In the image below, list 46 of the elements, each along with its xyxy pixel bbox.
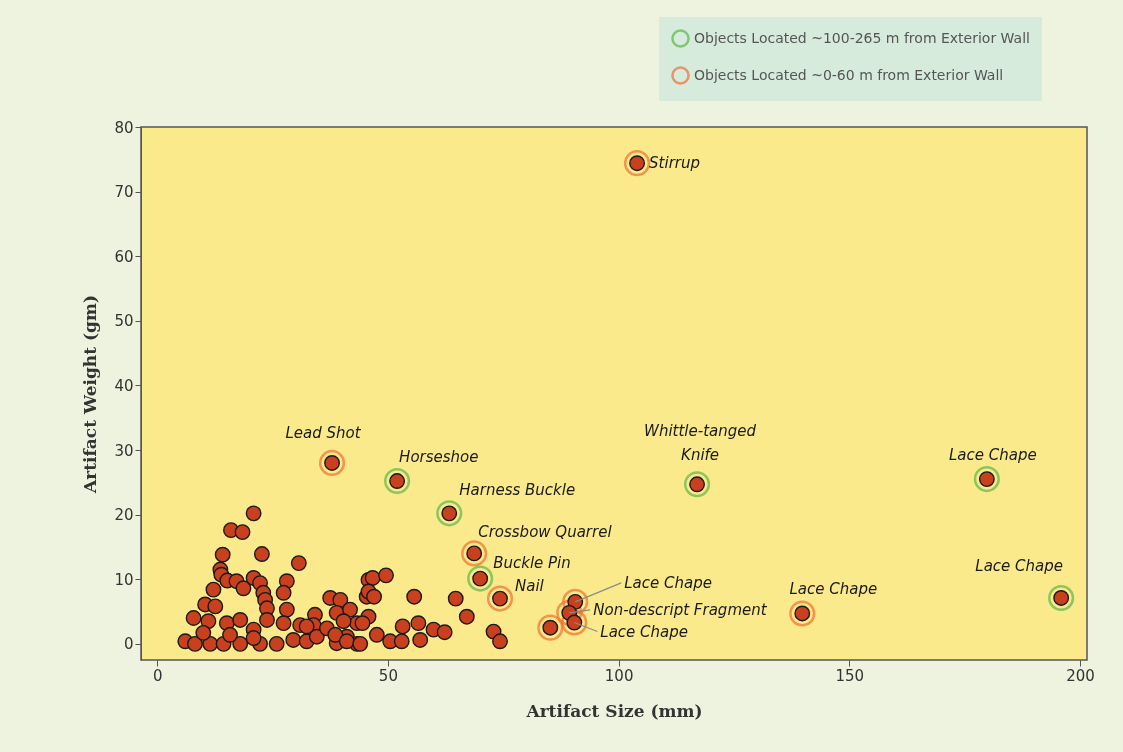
annotation: Lace Chape (789, 580, 878, 599)
annotation: Buckle Pin (493, 553, 571, 572)
legend-label: Objects Located ~0-60 m from Exterior Wall (694, 66, 1004, 83)
y-tick-label: 50 (114, 312, 134, 331)
y-tick-label: 0 (123, 635, 134, 654)
y-tick-label: 30 (114, 441, 134, 460)
point (683, 471, 711, 498)
point (789, 600, 816, 627)
y-tick-label: 70 (114, 183, 134, 202)
point (461, 540, 488, 567)
y-axis-title: Artifact Weight (gm) (80, 295, 101, 494)
point (467, 565, 494, 592)
point (486, 585, 514, 612)
annotation: Lace Chape (975, 556, 1064, 575)
annotation: Nail (515, 576, 545, 595)
x-axis-title: Artifact Size (mm) (525, 700, 703, 721)
annotation: Lead Shot (285, 423, 362, 442)
point (623, 150, 651, 177)
annotation: Lace Chape (624, 573, 712, 592)
annotation: Stirrup (649, 154, 701, 173)
x-tick-label: 200 (1066, 666, 1095, 685)
x-tick-label: 50 (378, 666, 398, 685)
y-tick-label: 40 (114, 376, 134, 395)
annotation: Horseshoe (399, 448, 479, 467)
annotation: Crossbow Quarrel (478, 523, 613, 542)
point (436, 500, 463, 527)
legend-label: Objects Located ~100-265 m from Exterior Wall (694, 29, 1030, 46)
x-tick-label: 100 (604, 666, 634, 685)
point (561, 609, 588, 636)
y-tick-label: 20 (114, 506, 134, 525)
point (562, 588, 589, 615)
annotation: Lace Chape (600, 622, 689, 641)
annotation: Harness Buckle (459, 481, 576, 500)
y-tick-label: 80 (114, 118, 134, 137)
y-tick-label: 10 (114, 570, 134, 589)
annotation: Lace Chape (949, 446, 1037, 465)
point (318, 449, 346, 477)
annotation: Whittle-tanged Knife (644, 422, 757, 465)
point (1048, 584, 1075, 612)
point (384, 467, 411, 495)
x-tick-label: 0 (152, 666, 163, 685)
annotation: Non-descript Fragment (593, 600, 768, 619)
x-tick-label: 150 (835, 666, 865, 685)
y-tick-label: 60 (114, 247, 134, 266)
point (973, 466, 1000, 493)
point (537, 614, 564, 641)
